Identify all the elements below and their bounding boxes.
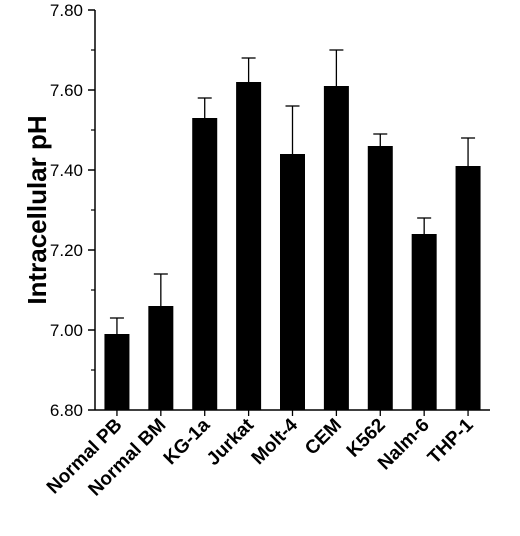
x-tick-label: CEM <box>301 415 346 460</box>
bar <box>367 146 393 410</box>
y-tick-label: 6.80 <box>50 401 83 420</box>
x-tick-label: THP-1 <box>424 414 478 468</box>
bar <box>455 166 481 410</box>
x-tick-label: Molt-4 <box>248 414 303 469</box>
bar <box>104 334 130 410</box>
x-tick-label: Jurkat <box>203 414 259 470</box>
x-tick-label: KG-1a <box>160 414 215 469</box>
y-tick-label: 7.00 <box>50 321 83 340</box>
bar <box>236 82 262 410</box>
y-tick-label: 7.60 <box>50 81 83 100</box>
y-tick-label: 7.40 <box>50 161 83 180</box>
bar <box>148 306 174 410</box>
bar <box>411 234 437 410</box>
bar <box>280 154 305 410</box>
bar <box>323 86 349 410</box>
y-tick-label: 7.80 <box>50 1 83 20</box>
bar <box>192 118 218 410</box>
y-axis-title: Intracellular pH <box>22 115 52 304</box>
y-tick-label: 7.20 <box>50 241 83 260</box>
